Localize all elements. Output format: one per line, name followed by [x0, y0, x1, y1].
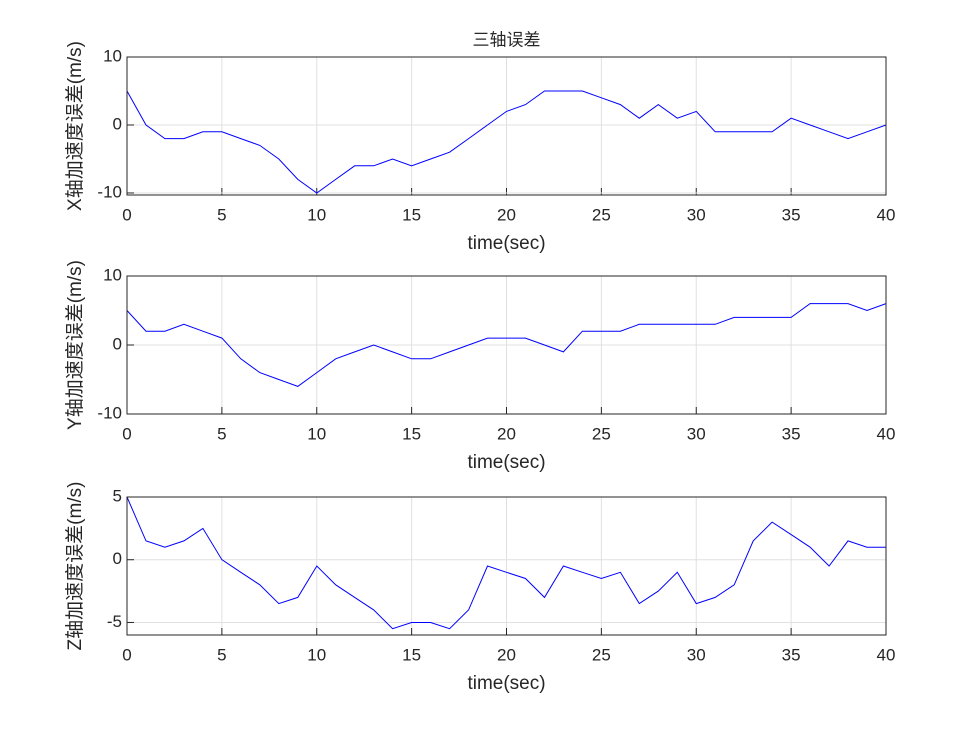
y-tick-label: 5	[113, 486, 122, 505]
x-tick-label: 35	[782, 424, 801, 443]
x-tick-label: 30	[687, 424, 706, 443]
y-axis-label: Y轴加速度误差(m/s)	[64, 260, 86, 430]
x-tick-label: 40	[877, 645, 896, 664]
y-tick-label: 0	[113, 334, 122, 353]
axes-box	[126, 496, 887, 636]
y-tick-label: -10	[97, 182, 122, 201]
x-tick-label: 10	[307, 645, 326, 664]
y-axis-label: X轴加速度误差(m/s)	[64, 41, 86, 211]
data-line	[126, 90, 887, 194]
x-tick-label: 20	[497, 424, 516, 443]
data-line	[126, 496, 886, 630]
x-tick-label: 35	[782, 205, 801, 224]
x-axis-label: time(sec)	[467, 452, 545, 473]
axes-box	[126, 56, 887, 196]
x-axis-label: time(sec)	[467, 673, 545, 694]
y-tick-label: -5	[107, 612, 122, 631]
x-tick-label: 40	[877, 205, 896, 224]
y-tick-label: 10	[103, 265, 122, 284]
x-tick-label: 0	[122, 645, 131, 664]
data-line	[126, 303, 887, 387]
x-tick-label: 0	[122, 205, 131, 224]
x-tick-label: 20	[497, 205, 516, 224]
x-tick-label: 15	[402, 424, 421, 443]
y-tick-label: -10	[97, 403, 122, 422]
y-tick-label: 0	[113, 114, 122, 133]
x-tick-label: 5	[217, 424, 226, 443]
x-tick-label: 5	[217, 205, 226, 224]
x-tick-label: 25	[592, 205, 611, 224]
x-tick-label: 25	[592, 424, 611, 443]
x-tick-label: 5	[217, 645, 226, 664]
chart-title: 三轴误差	[473, 30, 541, 49]
y-tick-label: 0	[113, 549, 122, 568]
x-tick-label: 10	[307, 205, 326, 224]
x-tick-label: 15	[402, 205, 421, 224]
y-axis-label: Z轴加速度误差(m/s)	[64, 482, 86, 651]
x-tick-label: 10	[307, 424, 326, 443]
axes-box	[126, 275, 887, 415]
x-tick-label: 15	[402, 645, 421, 664]
x-axis-label: time(sec)	[467, 233, 545, 254]
x-tick-label: 30	[687, 645, 706, 664]
x-tick-label: 20	[497, 645, 516, 664]
x-tick-label: 30	[687, 205, 706, 224]
y-tick-label: 10	[103, 46, 122, 65]
x-tick-label: 0	[122, 424, 131, 443]
x-tick-label: 35	[782, 645, 801, 664]
x-tick-label: 40	[877, 424, 896, 443]
x-tick-label: 25	[592, 645, 611, 664]
